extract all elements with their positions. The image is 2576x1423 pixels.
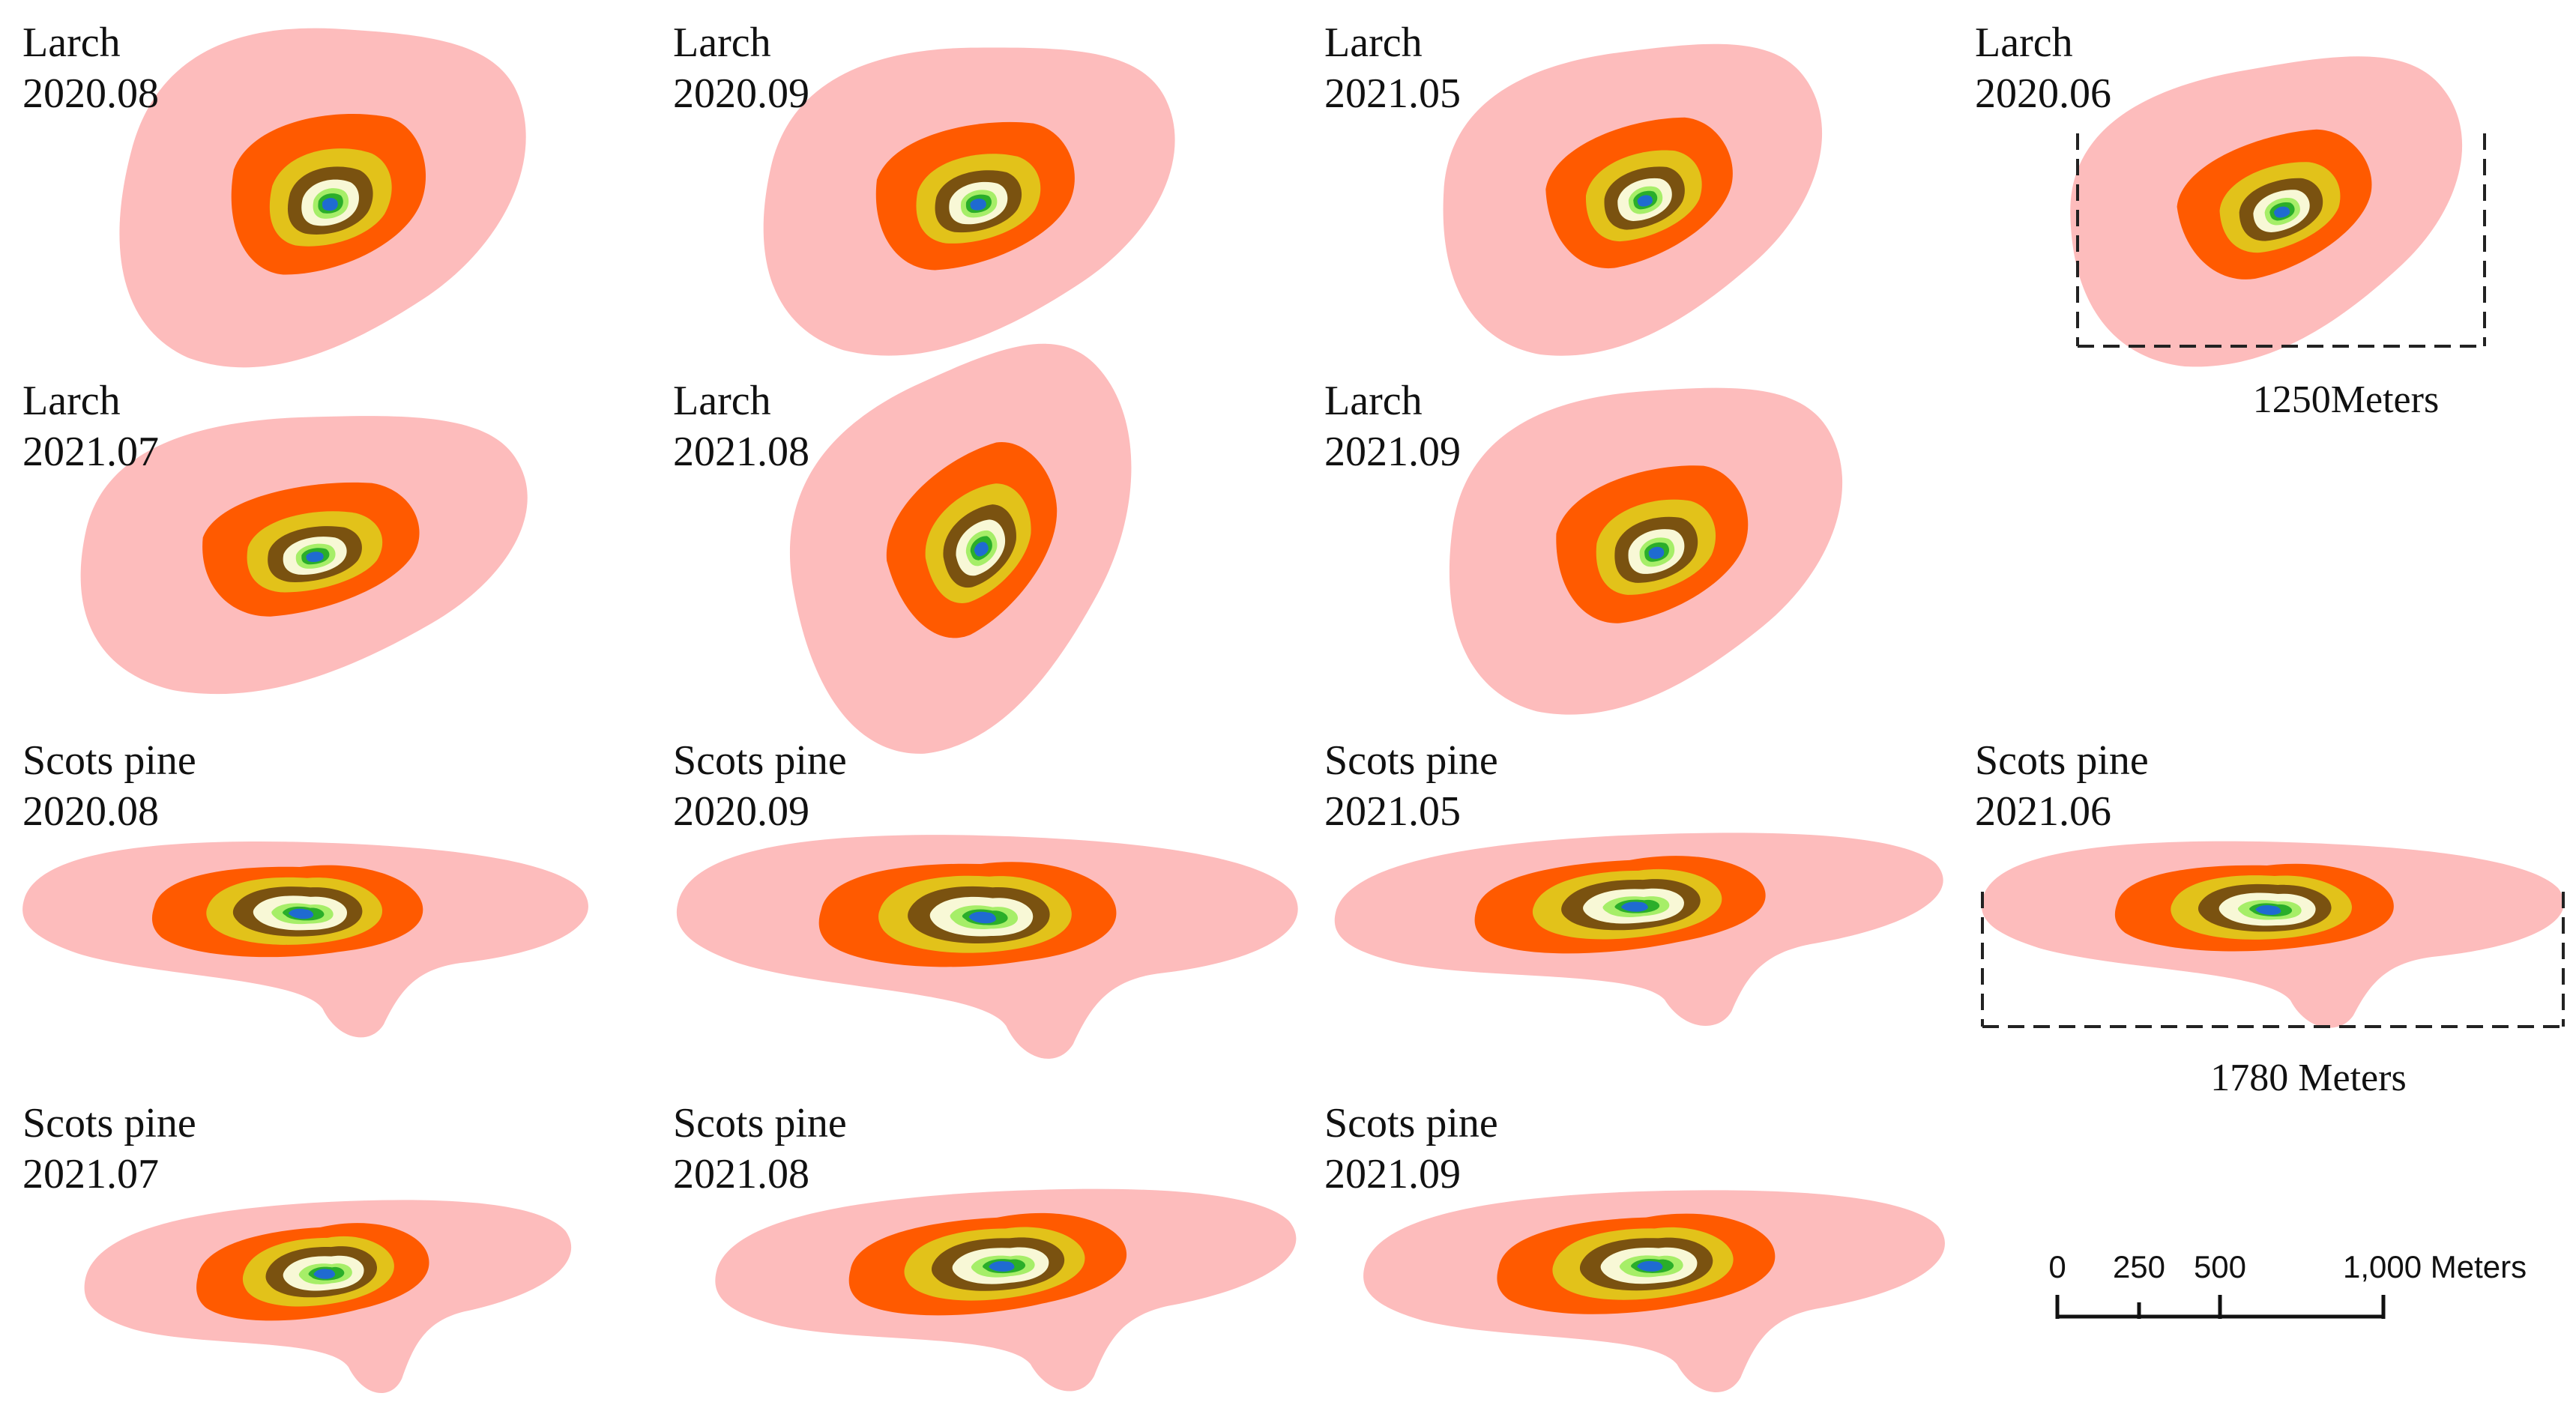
larch-extent-label: 1250Meters (2253, 378, 2439, 421)
panel-date-label: 2020.09 (673, 70, 809, 117)
plume-footprint (711, 1169, 1306, 1417)
panel-species-label: Larch (1324, 378, 1423, 424)
plume-footprint (80, 1181, 579, 1418)
plume-footprint (1330, 814, 1953, 1051)
panel-species-label: Larch (22, 19, 121, 66)
plume-footprint (725, 284, 1217, 800)
panel-larch-2021-07: Larch 2021.07 (22, 378, 574, 713)
panel-larch-2020-06: Larch 2020.06 1250Meters (1975, 12, 2535, 421)
panel-species-label: Scots pine (1324, 1100, 1498, 1146)
plume-footprint (99, 5, 548, 381)
plume-footprint (1981, 841, 2564, 1028)
panel-date-label: 2021.07 (22, 1151, 159, 1197)
panel-species-label: Larch (22, 378, 121, 424)
panel-species-label: Larch (1975, 19, 2073, 66)
panel-pine-2021-07: Scots pine 2021.07 (22, 1100, 579, 1418)
pine-extent-marker (1981, 892, 2565, 1028)
panel-species-label: Scots pine (22, 737, 196, 784)
panel-larch-2021-09: Larch 2021.09 (1324, 347, 1890, 740)
panel-date-label: 2021.09 (1324, 429, 1461, 475)
panel-date-label: 2020.08 (22, 788, 159, 835)
panel-pine-2021-08: Scots pine 2021.08 (673, 1100, 1306, 1417)
panel-species-label: Larch (673, 378, 771, 424)
panel-date-label: 2021.05 (1324, 70, 1461, 117)
plume-footprint (1360, 1174, 1952, 1412)
panel-date-label: 2021.09 (1324, 1151, 1461, 1197)
scale-label-1000: 1,000 Meters (2343, 1249, 2527, 1284)
panel-larch-2021-08: Larch 2021.08 (673, 284, 1217, 800)
panel-pine-2021-09: Scots pine 2021.09 (1324, 1100, 1952, 1412)
panel-species-label: Larch (1324, 19, 1423, 66)
scale-bar: 0 250 500 1,000 Meters (2048, 1249, 2527, 1319)
panel-date-label: 2021.07 (22, 429, 159, 475)
scale-label-0: 0 (2048, 1249, 2066, 1284)
plume-footprint (1406, 347, 1890, 740)
plume-footprint (730, 15, 1211, 374)
larch-extent-marker (2076, 133, 2486, 348)
panel-date-label: 2020.09 (673, 788, 809, 835)
panel-pine-2020-09: Scots pine 2020.09 (673, 737, 1298, 1059)
plume-footprint (1392, 1, 1880, 384)
panel-larch-2020-08: Larch 2020.08 (22, 5, 548, 381)
panel-date-label: 2021.05 (1324, 788, 1461, 835)
scale-label-250: 250 (2113, 1249, 2165, 1284)
panel-species-label: Scots pine (673, 1100, 847, 1146)
panel-species-label: Larch (673, 19, 771, 66)
panel-pine-2020-08: Scots pine 2020.08 (22, 737, 588, 1038)
panel-larch-2021-05: Larch 2021.05 (1324, 1, 1880, 384)
plume-footprint (22, 842, 588, 1038)
panel-pine-2021-05: Scots pine 2021.05 (1324, 737, 1953, 1051)
panel-species-label: Scots pine (1324, 737, 1498, 784)
scale-label-500: 500 (2194, 1249, 2246, 1284)
panel-date-label: 2020.08 (22, 70, 159, 117)
panel-species-label: Scots pine (1975, 737, 2149, 784)
panel-pine-2021-06: Scots pine 2021.06 1780 Meters (1975, 737, 2565, 1099)
plume-footprint (676, 835, 1298, 1059)
panel-species-label: Scots pine (22, 1100, 196, 1146)
panel-date-label: 2021.08 (673, 429, 809, 475)
panel-species-label: Scots pine (673, 737, 847, 784)
panel-date-label: 2021.08 (673, 1151, 809, 1197)
panel-date-label: 2021.06 (1975, 788, 2111, 835)
panel-date-label: 2020.06 (1975, 70, 2111, 117)
panel-larch-2020-09: Larch 2020.09 (673, 15, 1211, 374)
pine-extent-label: 1780 Meters (2210, 1057, 2406, 1099)
